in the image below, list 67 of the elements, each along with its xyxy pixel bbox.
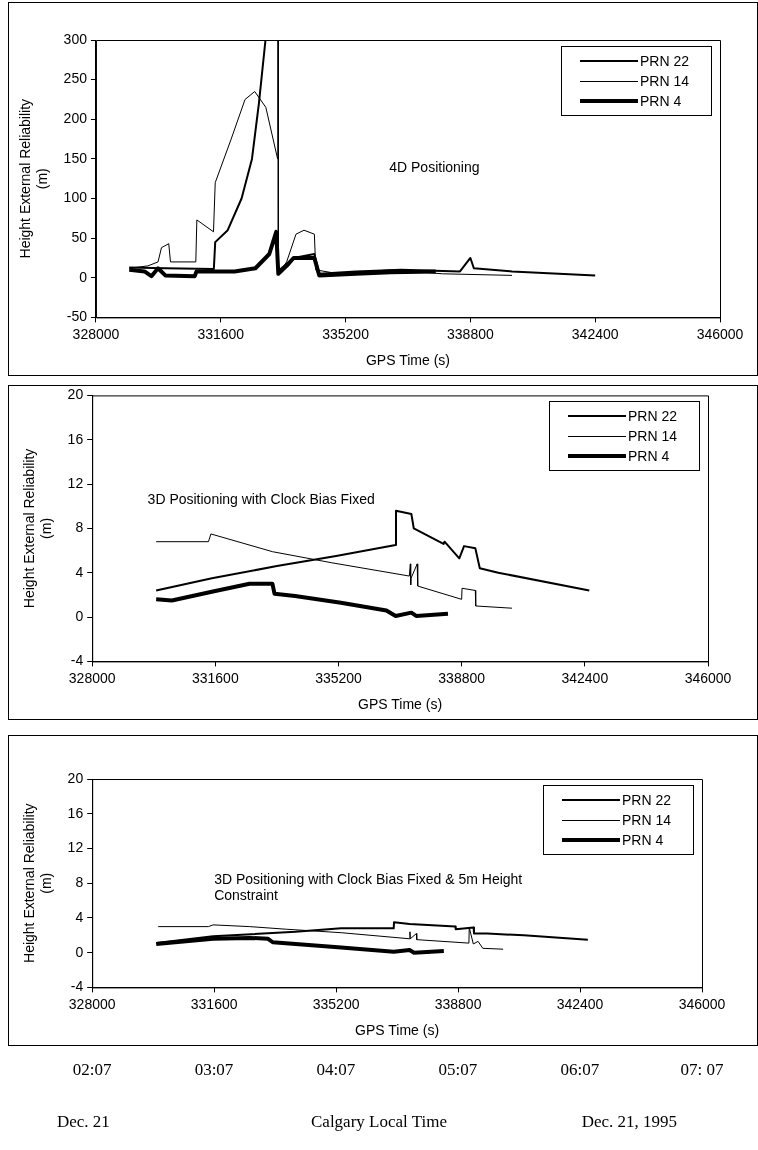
y-tick-label: 20 — [67, 769, 84, 786]
x-tick-label: 342400 — [556, 995, 604, 1012]
legend-label: PRN 4 — [640, 93, 682, 109]
legend-label: PRN 4 — [628, 448, 670, 465]
y-tick-label: 250 — [63, 70, 88, 87]
x-tick-label: 338800 — [447, 325, 494, 342]
y-axis-title: Height External Reliability (m) — [17, 98, 51, 259]
y-tick-label: 50 — [71, 229, 88, 245]
x-tick-label: 328000 — [68, 669, 116, 686]
y-tick-label: -4 — [70, 978, 84, 995]
x-tick-label: 346000 — [696, 325, 744, 342]
y-axis-title: Height External Reliability (m) — [21, 448, 55, 609]
x-axis-title: GPS Time (s) — [355, 1022, 440, 1039]
x-tick-label: 342400 — [561, 669, 609, 686]
x-tick-label: 335200 — [312, 995, 360, 1012]
y-tick-label: 150 — [63, 149, 88, 166]
text: 03:07 — [194, 1060, 234, 1080]
x-tick-label: 328000 — [72, 325, 120, 342]
x-tick-label: 335200 — [315, 669, 363, 686]
y-tick-label: -4 — [70, 652, 84, 669]
y-tick-label: 12 — [67, 839, 84, 856]
text: Dec. 21 — [56, 1112, 110, 1132]
x-axis-title: GPS Time (s) — [358, 696, 443, 713]
legend-label: PRN 14 — [628, 428, 678, 445]
text: 07: 07 — [680, 1060, 724, 1080]
x-tick-label: 346000 — [684, 669, 732, 686]
y-tick-label: 200 — [63, 110, 88, 127]
text: Calgary Local Time — [311, 1112, 447, 1132]
text: 05:07 — [438, 1060, 478, 1080]
x-tick-label: 346000 — [678, 995, 726, 1012]
x-tick-label: 331600 — [191, 669, 239, 686]
legend-label: PRN 22 — [628, 408, 678, 425]
legend-label: PRN 14 — [640, 73, 690, 89]
x-tick-label: 328000 — [68, 995, 116, 1012]
y-tick-label: 8 — [75, 519, 84, 536]
y-tick-label: 100 — [63, 189, 88, 206]
y-tick-label: 12 — [67, 474, 84, 491]
text: Dec. 21, 1995 — [581, 1112, 677, 1132]
text: 04:07 — [316, 1060, 356, 1080]
legend-label: PRN 4 — [622, 832, 664, 848]
x-tick-label: 342400 — [571, 325, 619, 342]
y-tick-label: 0 — [75, 607, 84, 624]
annotation: 3D Positioning with Clock Bias Fixed & 5m Height Constraint — [214, 870, 524, 903]
x-axis-title: GPS Time (s) — [365, 352, 450, 369]
x-tick-label: 338800 — [434, 995, 482, 1012]
y-tick-label: 4 — [75, 908, 84, 925]
y-tick-label: 0 — [79, 268, 88, 285]
y-tick-label: 4 — [75, 563, 84, 580]
y-tick-label: 8 — [75, 874, 84, 891]
x-tick-label: 331600 — [197, 325, 245, 342]
legend-label: PRN 14 — [622, 812, 672, 828]
x-tick-label: 335200 — [322, 325, 370, 342]
annotation: 3D Positioning with Clock Bias Fixed — [147, 491, 375, 508]
x-tick-label: 338800 — [438, 669, 486, 686]
legend-label: PRN 22 — [622, 792, 672, 808]
annotation: 4D Positioning — [389, 159, 480, 176]
x-tick-label: 331600 — [190, 995, 238, 1012]
y-tick-label: -50 — [66, 308, 88, 325]
text: 02:07 — [72, 1060, 112, 1080]
y-axis-title: Height External Reliability (m) — [21, 803, 55, 963]
y-tick-label: 300 — [63, 30, 88, 47]
y-tick-label: 0 — [75, 943, 84, 960]
y-tick-label: 16 — [67, 430, 84, 447]
y-tick-label: 20 — [67, 386, 84, 403]
text: 06:07 — [560, 1060, 600, 1080]
legend-label: PRN 22 — [640, 53, 690, 69]
y-tick-label: 16 — [67, 804, 84, 821]
